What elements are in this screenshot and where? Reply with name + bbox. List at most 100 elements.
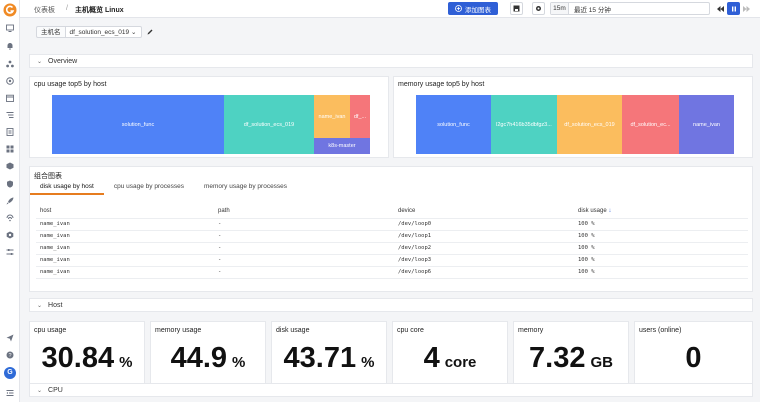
top-bar: 仪表板 / 主机概览 Linux 添加图表 15m 最近 15 分钟	[20, 0, 760, 18]
stat-number: 44.9	[170, 342, 228, 374]
column-header-path[interactable]: path	[214, 205, 394, 219]
treemap-label: solution_func	[121, 121, 155, 128]
treemap-cell[interactable]: name_ivan	[314, 95, 350, 138]
tab-memory-processes[interactable]: memory usage by processes	[203, 183, 288, 190]
send-icon[interactable]	[6, 334, 14, 342]
treemap-cell[interactable]: solution_func	[416, 95, 491, 154]
disk-usage-table: host path device disk usage ↓ name_ivan -…	[36, 205, 748, 279]
cell-host: name_ivan	[36, 230, 214, 243]
section-host[interactable]: ⌄ Host	[29, 298, 753, 312]
chevron-down-icon: ⌄	[37, 387, 43, 394]
host-filter: 主机名 df_solution_ecs_019 ⌄	[36, 26, 153, 38]
section-cpu[interactable]: ⌄ CPU	[29, 383, 753, 397]
treemap-label: k8s-master	[328, 143, 356, 149]
stat-number: 4	[423, 342, 440, 374]
tab-cpu-processes[interactable]: cpu usage by processes	[113, 183, 184, 190]
table-row[interactable]: name_ivan -/dev/loop6 100 %	[36, 266, 748, 279]
save-button[interactable]	[510, 2, 523, 15]
column-header-device[interactable]: device	[394, 205, 574, 219]
treemap-label: name_ivan	[318, 113, 346, 120]
shield-icon[interactable]	[6, 180, 14, 188]
cell-path: -	[214, 230, 394, 243]
pause-icon	[731, 6, 736, 11]
avatar[interactable]: G	[4, 367, 16, 379]
breadcrumb-separator: /	[66, 5, 68, 12]
cell-path: -	[214, 254, 394, 267]
treemap-label: solution_func	[437, 121, 470, 128]
circle-icon[interactable]	[6, 77, 14, 85]
breadcrumb-root[interactable]: 仪表板	[34, 7, 55, 14]
calendar-icon[interactable]	[6, 94, 14, 102]
treemap-cell[interactable]: k8s-master	[314, 138, 370, 154]
table-row[interactable]: name_ivan -/dev/loop2 100 %	[36, 242, 748, 255]
stat-number: 30.84	[41, 342, 115, 374]
section-title: CPU	[48, 386, 63, 394]
apps-icon[interactable]	[6, 145, 14, 153]
stat-unit: core	[444, 354, 477, 371]
gear-icon	[536, 6, 541, 11]
stat-value: 4 core	[393, 336, 507, 385]
cell-path: -	[214, 218, 394, 231]
treemap-cell[interactable]: solution_func	[52, 95, 224, 154]
help-icon[interactable]: ?	[6, 351, 14, 359]
stat-card-memory-usage: memory usage 44.9%	[150, 321, 266, 389]
treemap-label: df_solution_ecs_019	[243, 121, 295, 128]
list-icon[interactable]	[6, 111, 14, 119]
stat-value: 43.71%	[272, 336, 386, 385]
cell-device: /dev/loop0	[394, 218, 574, 231]
forward-button[interactable]	[740, 2, 753, 15]
stat-unit: %	[232, 354, 246, 371]
settings-icon[interactable]	[6, 248, 14, 256]
column-header-disk-usage[interactable]: disk usage ↓	[574, 205, 748, 219]
cell-path: -	[214, 266, 394, 279]
quick-range[interactable]: 15m	[551, 3, 569, 14]
treemap-cell[interactable]: df_...	[350, 95, 370, 138]
monitor-icon[interactable]	[6, 24, 14, 32]
treemap-cell[interactable]: df_solution_ecs_019	[557, 95, 622, 154]
cell-host: name_ivan	[36, 254, 214, 267]
stat-value: 7.32 GB	[514, 336, 628, 385]
logo-icon[interactable]	[3, 3, 17, 17]
host-select[interactable]: df_solution_ecs_019 ⌄	[65, 26, 142, 38]
cell-host: name_ivan	[36, 218, 214, 231]
cell-host: name_ivan	[36, 242, 214, 255]
stat-card-cpu-core: cpu core 4 core	[392, 321, 508, 389]
treemap-label: l2gc7h416b35dbfgz3...	[496, 121, 552, 128]
time-range-picker[interactable]: 15m 最近 15 分钟	[550, 2, 710, 15]
hexagon-icon[interactable]	[6, 231, 14, 239]
signal-icon[interactable]	[6, 214, 14, 222]
doc-icon[interactable]	[6, 128, 14, 136]
cell-device: /dev/loop2	[394, 242, 574, 255]
rewind-button[interactable]	[714, 2, 727, 15]
table-row[interactable]: name_ivan -/dev/loop1 100 %	[36, 230, 748, 243]
column-header-host[interactable]: host	[36, 205, 214, 219]
table-header-row: host path device disk usage ↓	[36, 205, 748, 219]
settings-button[interactable]	[532, 2, 545, 15]
bell-icon[interactable]	[6, 42, 14, 50]
table-row[interactable]: name_ivan -/dev/loop3 100 %	[36, 254, 748, 267]
treemap-cell[interactable]: l2gc7h416b35dbfgz3...	[491, 95, 557, 154]
treemap-cell[interactable]: name_ivan	[679, 95, 734, 154]
chevron-down-icon: ⌄	[131, 29, 137, 36]
playback-controls	[714, 2, 754, 15]
stat-value: 30.84%	[30, 336, 144, 385]
rocket-icon[interactable]	[6, 197, 14, 205]
cell-host: name_ivan	[36, 266, 214, 279]
cell-path: -	[214, 242, 394, 255]
stat-card-cpu-usage: cpu usage 30.84%	[29, 321, 145, 389]
nodes-icon[interactable]	[6, 60, 14, 68]
tab-disk-usage[interactable]: disk usage by host	[30, 181, 104, 195]
section-overview[interactable]: ⌄ Overview	[29, 54, 753, 68]
stat-number: 0	[685, 342, 702, 374]
filter-label: 主机名	[36, 26, 66, 38]
treemap-cell[interactable]: df_solution_ecs_019	[224, 95, 314, 154]
cube-icon[interactable]	[6, 162, 14, 170]
section-title: Overview	[48, 57, 78, 65]
add-chart-button[interactable]: 添加图表	[448, 2, 498, 15]
collapse-icon[interactable]	[6, 389, 14, 397]
pause-button[interactable]	[727, 2, 740, 15]
treemap-cell[interactable]: df_solution_ec...	[622, 95, 679, 154]
edit-icon[interactable]	[147, 29, 153, 35]
table-row[interactable]: name_ivan -/dev/loop0 100 %	[36, 218, 748, 231]
stat-card-users-online: users (online) 0	[634, 321, 753, 389]
